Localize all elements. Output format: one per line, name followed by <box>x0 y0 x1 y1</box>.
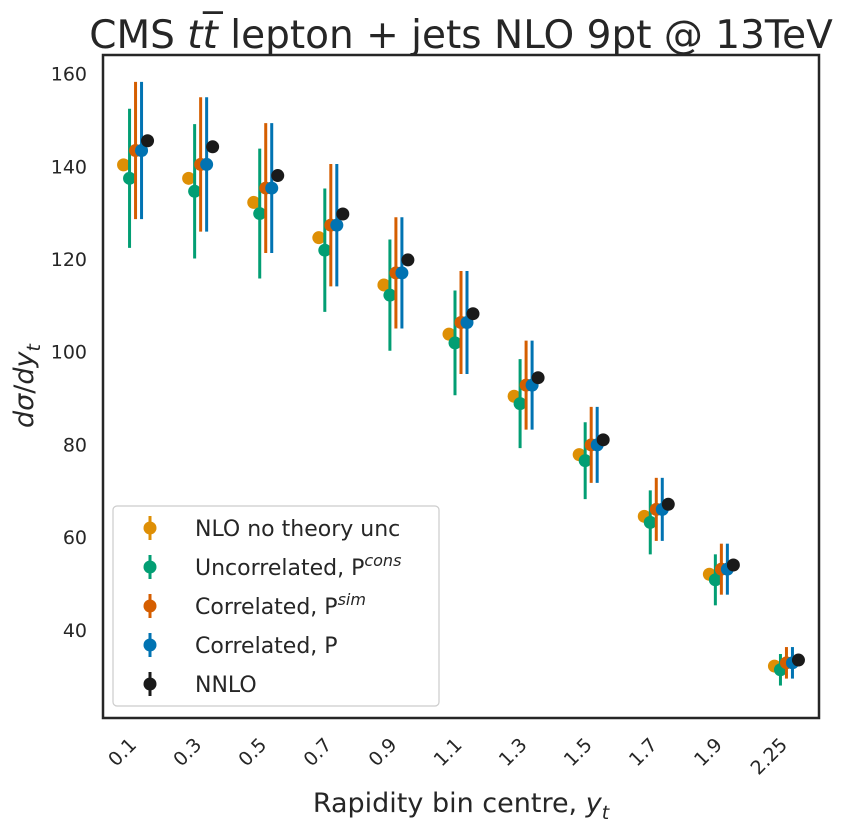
plot-frame <box>101 53 821 720</box>
data-point <box>318 243 332 257</box>
y-ticks: 40 60 80 100 120 140 160 <box>51 64 87 642</box>
data-point <box>271 169 285 183</box>
x-tick-label: 1.1 <box>430 734 467 771</box>
x-tick-label: 0.3 <box>169 734 206 771</box>
y-tick-label: 140 <box>51 156 87 178</box>
legend-entry: Correlated, Psim <box>143 590 366 620</box>
x-ticks: 0.1 0.3 0.5 0.7 0.9 1.1 1.3 1.5 1.7 1.9 2.25 <box>104 734 792 779</box>
x-tick-label: 0.5 <box>234 734 271 771</box>
data-point <box>247 195 261 209</box>
data-point <box>117 158 131 172</box>
x-axis-label: Rapidity bin centre, yt <box>313 788 611 824</box>
legend-entry: Correlated, P <box>143 633 338 659</box>
data-point <box>395 266 409 280</box>
data-point <box>531 371 545 385</box>
x-tick-label: 0.1 <box>104 734 141 771</box>
data-point <box>448 336 462 350</box>
data-point <box>401 253 415 267</box>
data-point <box>578 454 592 468</box>
data-point <box>661 497 675 511</box>
legend-marker <box>143 521 157 535</box>
data-point <box>377 278 391 292</box>
data-point <box>253 207 267 221</box>
data-point <box>206 140 220 154</box>
y-tick-label: 40 <box>63 620 87 642</box>
data-point <box>708 573 722 587</box>
data-point <box>466 307 480 321</box>
legend-label: Correlated, P <box>195 634 338 659</box>
x-tick-label: 1.9 <box>690 734 727 771</box>
legend-label: Uncorrelated, Pcons <box>195 551 401 581</box>
y-tick-label: 100 <box>51 342 87 364</box>
data-point <box>596 433 610 447</box>
chart-title: CMS tt̅ lepton + jets NLO 9pt @ 13TeV <box>89 11 833 58</box>
y-tick-label: 80 <box>63 434 87 456</box>
legend-marker <box>143 599 157 613</box>
data-point <box>513 397 527 411</box>
data-point <box>312 231 326 245</box>
x-tick-label: 2.25 <box>747 734 792 779</box>
series-4 <box>141 134 805 667</box>
data-point <box>383 288 397 302</box>
data-point <box>643 515 657 529</box>
legend-label: NLO no theory unc <box>195 517 400 542</box>
data-point <box>791 653 805 667</box>
legend: NLO no theory unc Uncorrelated, Pcons Corr… <box>112 505 440 707</box>
data-point <box>336 207 350 221</box>
legend-entry: Uncorrelated, Pcons <box>143 551 401 581</box>
data-point <box>188 184 202 198</box>
legend-marker <box>143 638 157 652</box>
legend-marker <box>143 560 157 574</box>
legend-entry: NLO no theory unc <box>143 516 400 542</box>
data-point <box>141 134 155 148</box>
chart-marks <box>117 81 805 686</box>
data-point <box>200 157 214 171</box>
legend-entry: NNLO <box>143 672 257 698</box>
data-point <box>265 181 279 195</box>
legend-label: NNLO <box>195 673 257 698</box>
data-point <box>123 171 137 185</box>
x-tick-label: 1.5 <box>560 734 597 771</box>
y-tick-label: 160 <box>51 64 87 86</box>
data-point <box>182 171 196 185</box>
x-tick-label: 0.9 <box>365 734 402 771</box>
legend-label: Correlated, Psim <box>195 590 366 620</box>
data-point <box>726 558 740 572</box>
y-axis-label: dσ/dyt <box>9 342 45 428</box>
x-tick-label: 1.7 <box>625 734 662 771</box>
data-point <box>135 144 149 158</box>
x-tick-label: 1.3 <box>495 734 532 771</box>
legend-marker <box>143 677 157 691</box>
y-tick-label: 60 <box>63 527 87 549</box>
x-tick-label: 0.7 <box>299 734 336 771</box>
legend-box <box>112 505 440 707</box>
data-point <box>330 218 344 232</box>
y-tick-label: 120 <box>51 249 87 271</box>
